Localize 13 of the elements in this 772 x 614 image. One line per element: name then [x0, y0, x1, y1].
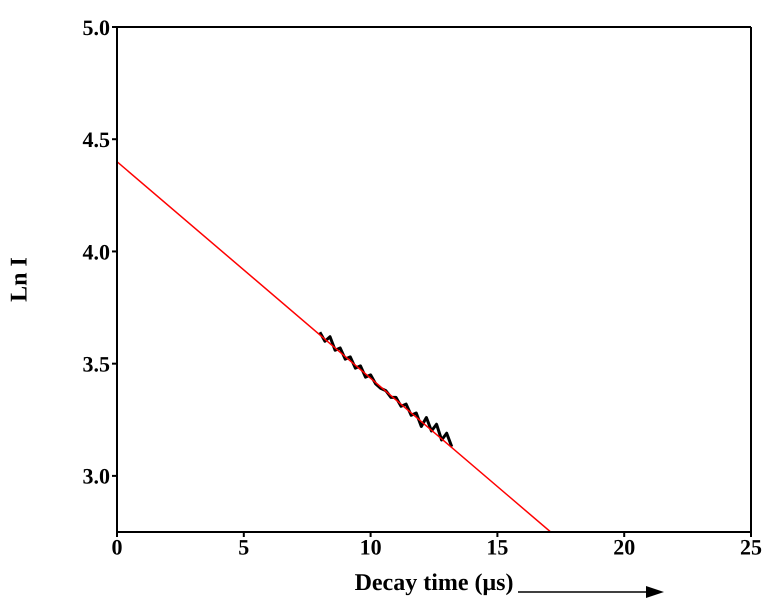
y-tick-label: 3.5 — [82, 351, 110, 376]
y-tick-label: 3.0 — [82, 464, 110, 489]
x-tick-label: 15 — [486, 534, 508, 560]
x-tick-label: 0 — [112, 534, 122, 560]
y-tick-label: 4.5 — [82, 127, 110, 152]
x-tick-label: 25 — [740, 534, 762, 560]
x-tick-label: 5 — [238, 534, 250, 560]
x-axis-title: Decay time (μs) — [354, 570, 514, 596]
y-tick-label: 4.0 — [82, 239, 110, 264]
y-tick-label: 5.0 — [82, 14, 110, 40]
x-tick-label: 20 — [613, 534, 636, 560]
y-axis-title: Ln I — [6, 257, 33, 302]
x-tick-label: 10 — [360, 534, 382, 560]
